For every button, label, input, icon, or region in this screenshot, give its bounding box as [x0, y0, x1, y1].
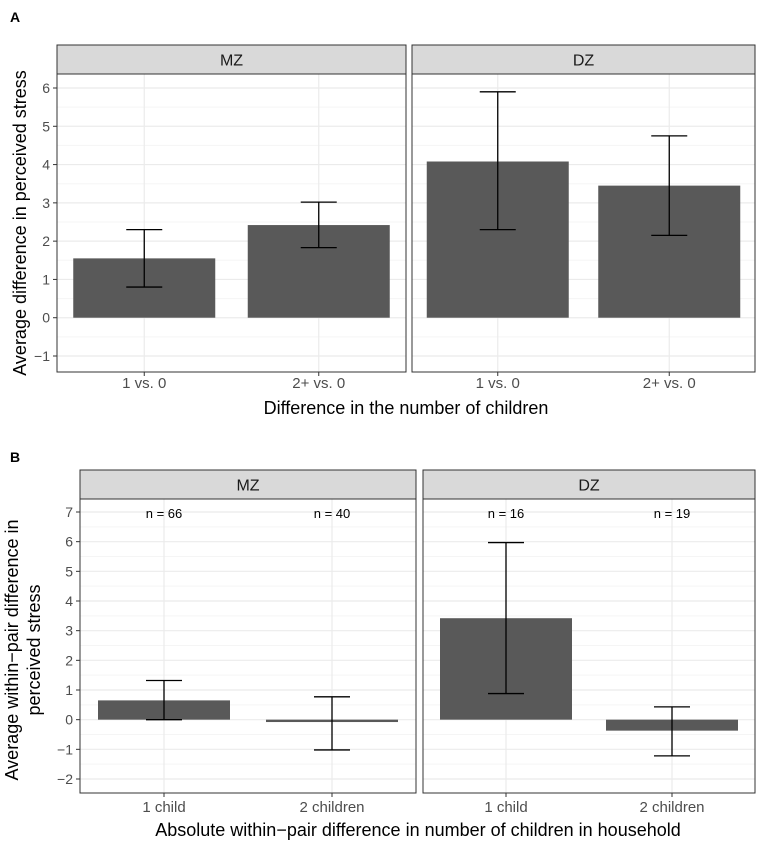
n-label: n = 19	[654, 506, 691, 521]
y-tick-label: 1	[42, 271, 50, 287]
facet-strip-label: MZ	[220, 53, 243, 70]
y-tick-label: 0	[42, 310, 50, 326]
panel-letter-B: B	[10, 449, 20, 465]
y-tick-label: 3	[65, 623, 73, 639]
facet-strip-label: DZ	[578, 478, 600, 495]
y-tick-label: 2	[65, 652, 73, 668]
y-tick-label: −1	[34, 348, 50, 364]
n-label: n = 16	[488, 506, 525, 521]
y-axis-title: Average within−pair difference in perceiv…	[2, 520, 44, 781]
x-tick-label: 1 child	[142, 799, 185, 816]
x-axis-title: Difference in the number of children	[264, 398, 549, 418]
panel-letter-A: A	[10, 9, 20, 25]
y-axis-title: Average difference in perceived stress	[10, 70, 30, 376]
facet-strip-label: MZ	[236, 478, 259, 495]
x-tick-label: 1 vs. 0	[476, 375, 520, 392]
y-axis-title-line: Average within−pair difference in	[2, 520, 22, 781]
y-tick-label: 4	[65, 593, 73, 609]
y-tick-label: −1	[57, 741, 73, 757]
y-tick-label: −2	[57, 771, 73, 787]
facet-strip	[411, 44, 756, 75]
y-tick-label: 0	[65, 712, 73, 728]
y-tick-label: 1	[65, 682, 73, 698]
x-axis-title: Absolute within−pair difference in numbe…	[155, 820, 681, 840]
facet-strip	[422, 469, 756, 500]
x-tick-label: 2+ vs. 0	[643, 375, 696, 392]
x-tick-label: 2 children	[639, 799, 704, 816]
y-tick-label: 4	[42, 157, 50, 173]
y-tick-label: 5	[65, 563, 73, 579]
x-tick-label: 1 child	[484, 799, 527, 816]
facet-strip-label: DZ	[573, 53, 595, 70]
y-tick-label: 7	[65, 504, 73, 520]
n-label: n = 40	[314, 506, 351, 521]
x-tick-label: 1 vs. 0	[122, 375, 166, 392]
facet-strip	[56, 44, 407, 75]
y-tick-label: 5	[42, 118, 50, 134]
y-axis-title-line: perceived stress	[24, 584, 44, 715]
y-tick-label: 2	[42, 233, 50, 249]
facet-strip	[79, 469, 417, 500]
x-tick-label: 2+ vs. 0	[292, 375, 345, 392]
x-tick-label: 2 children	[299, 799, 364, 816]
y-tick-label: 6	[42, 80, 50, 96]
facet-panel-background	[57, 74, 406, 372]
n-label: n = 66	[146, 506, 183, 521]
y-tick-label: 3	[42, 195, 50, 211]
y-tick-label: 6	[65, 534, 73, 550]
